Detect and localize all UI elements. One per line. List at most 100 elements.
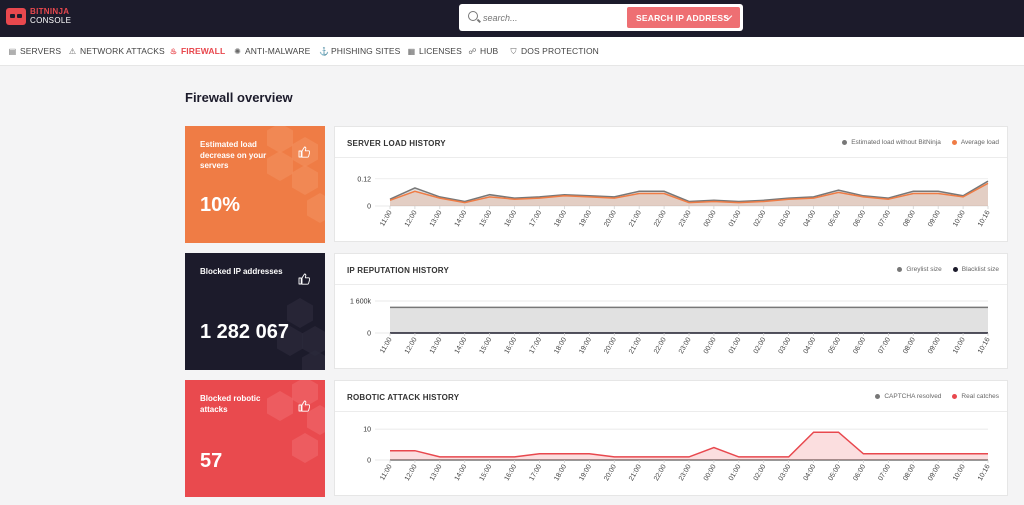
legend-dot-icon [951, 139, 957, 145]
series-area [390, 181, 988, 206]
legend-entry[interactable]: Estimated load without BitNinja [842, 139, 941, 146]
series-line [389, 180, 989, 203]
nav-item-network-attacks[interactable]: ⚠ NETWORK ATTACKS [68, 46, 165, 56]
legend-entry[interactable]: Average load [951, 139, 999, 146]
x-tick-label: 02:00 [753, 209, 768, 228]
stat-tile-label: Blocked robotic attacks [200, 394, 261, 414]
legend-label: Average load [960, 139, 999, 146]
search-box: SEARCH IP ADDRESS [459, 4, 743, 31]
nav-item-servers[interactable]: ▤ SERVERS [8, 46, 61, 56]
legend-label: Real catches [961, 393, 999, 400]
x-tick-label: 14:00 [454, 336, 469, 355]
x-tick-label: 15:00 [479, 336, 494, 355]
x-tick-label: 11:00 [379, 336, 394, 354]
x-tick-label: 01:00 [728, 336, 743, 355]
x-tick-label: 17:00 [528, 336, 543, 355]
x-tick-label: 08:00 [902, 336, 917, 355]
x-tick-label: 12:00 [404, 336, 419, 355]
legend-label: Estimated load without BitNinja [851, 139, 941, 146]
chart-legend: Greylist size Blacklist size [897, 266, 999, 273]
series-area [390, 432, 988, 460]
nav-item-label: HUB [480, 46, 499, 56]
logo-line1: BITNINJA [30, 7, 70, 16]
hexagon-shape [302, 326, 325, 356]
x-tick-label: 21:00 [628, 336, 643, 355]
x-tick-label: 20:00 [603, 209, 618, 228]
x-tick-label: 03:00 [778, 336, 793, 355]
bitninja-logo[interactable]: BITNINJA CONSOLE [6, 7, 71, 25]
hexagon-pattern [267, 380, 325, 463]
grid-icon: ▦ [407, 46, 416, 56]
legend-entry[interactable]: Blacklist size [952, 266, 999, 273]
nav-item-firewall[interactable]: ♨ FIREWALL [169, 46, 225, 56]
nav-item-label: LICENSES [419, 46, 462, 56]
hexagon-shape [292, 380, 318, 407]
chart-title: IP REPUTATION HISTORY [347, 266, 449, 275]
x-tick-label: 11:00 [379, 463, 394, 481]
legend-label: Greylist size [906, 266, 942, 273]
x-tick-label: 22:00 [653, 463, 668, 482]
search-ip-button[interactable]: SEARCH IP ADDRESS [627, 7, 740, 28]
x-tick-label: 20:00 [603, 463, 618, 482]
nav-item-label: NETWORK ATTACKS [80, 46, 165, 56]
x-tick-label: 04:00 [802, 463, 817, 482]
hexagon-shape [307, 405, 325, 435]
x-tick-label: 05:00 [827, 209, 842, 228]
x-tick-label: 16:00 [503, 209, 518, 228]
x-tick-label: 19:00 [578, 463, 593, 482]
x-tick-label: 02:00 [753, 463, 768, 482]
hexagon-shape [267, 126, 293, 153]
nav-item-phishing-sites[interactable]: ⚓ PHISHING SITES [319, 46, 400, 56]
y-tick-label: 10 [363, 427, 371, 434]
x-tick-label: 23:00 [678, 463, 693, 482]
stat-tile-1: Estimated load decrease on your servers 1… [185, 126, 325, 243]
x-tick-label: 00:00 [703, 209, 718, 228]
nav-item-label: SERVERS [20, 46, 62, 56]
nav-item-dos-protection[interactable]: ⛉ DOS PROTECTION [509, 46, 599, 56]
hub-icon: ☍ [468, 46, 477, 56]
shield-icon: ⛉ [510, 46, 517, 56]
search-ip-button-label: SEARCH IP ADDRESS [636, 12, 730, 23]
nav-item-label: FIREWALL [181, 46, 226, 56]
x-tick-label: 22:00 [653, 336, 668, 355]
hexagon-shape [267, 391, 293, 421]
stat-tile-value: 1 282 067 [200, 321, 289, 343]
x-tick-label: 20:00 [603, 336, 618, 355]
x-tick-label: 18:00 [553, 336, 568, 355]
x-tick-label: 03:00 [778, 463, 793, 482]
legend-label: Blacklist size [961, 266, 999, 273]
legend-entry[interactable]: CAPTCHA resolved [875, 393, 941, 400]
legend-dot-icon [875, 393, 881, 399]
nav-item-label: DOS PROTECTION [521, 46, 599, 56]
y-tick-label: 1 600k [350, 299, 372, 306]
x-tick-label: 02:00 [753, 336, 768, 355]
x-tick-label: 06:00 [852, 209, 867, 228]
nav-item-licenses[interactable]: ▦ LICENSES [407, 46, 462, 56]
server-icon: ▤ [8, 46, 17, 56]
warning-icon: ⚠ [68, 46, 77, 56]
x-tick-label: 12:00 [404, 209, 419, 228]
nav-item-label: PHISHING SITES [331, 46, 401, 56]
x-tick-label: 10:00 [952, 463, 967, 482]
x-tick-label: 21:00 [628, 209, 643, 228]
search-input[interactable] [483, 9, 623, 26]
y-tick-label: 0 [367, 204, 371, 211]
legend-entry[interactable]: Greylist size [897, 266, 942, 273]
nav-item-hub[interactable]: ☍ HUB [468, 46, 498, 56]
card-divider [335, 284, 1007, 285]
x-tick-label: 09:00 [927, 463, 942, 482]
legend-entry[interactable]: Real catches [952, 393, 999, 400]
series-line [389, 182, 989, 204]
x-tick-label: 11:00 [379, 209, 394, 227]
nav-item-anti-malware[interactable]: ✺ ANTI-MALWARE [233, 46, 310, 56]
stat-tile-value: 57 [200, 450, 223, 472]
hexagon-pattern [267, 126, 325, 223]
chart-plot: 0 0.12 11:00 12:00 13:00 14:00 15:00 16:00 17:00… [357, 176, 991, 228]
x-tick-label: 15:00 [479, 209, 494, 228]
chart-legend: Estimated load without BitNinja Average l… [842, 139, 999, 146]
x-tick-label: 17:00 [528, 209, 543, 228]
hexagon-shape [292, 165, 318, 195]
x-tick-label: 19:00 [578, 336, 593, 355]
x-tick-label: 07:00 [877, 463, 892, 482]
stat-tile-3: Blocked robotic attacks 57 [185, 380, 325, 497]
